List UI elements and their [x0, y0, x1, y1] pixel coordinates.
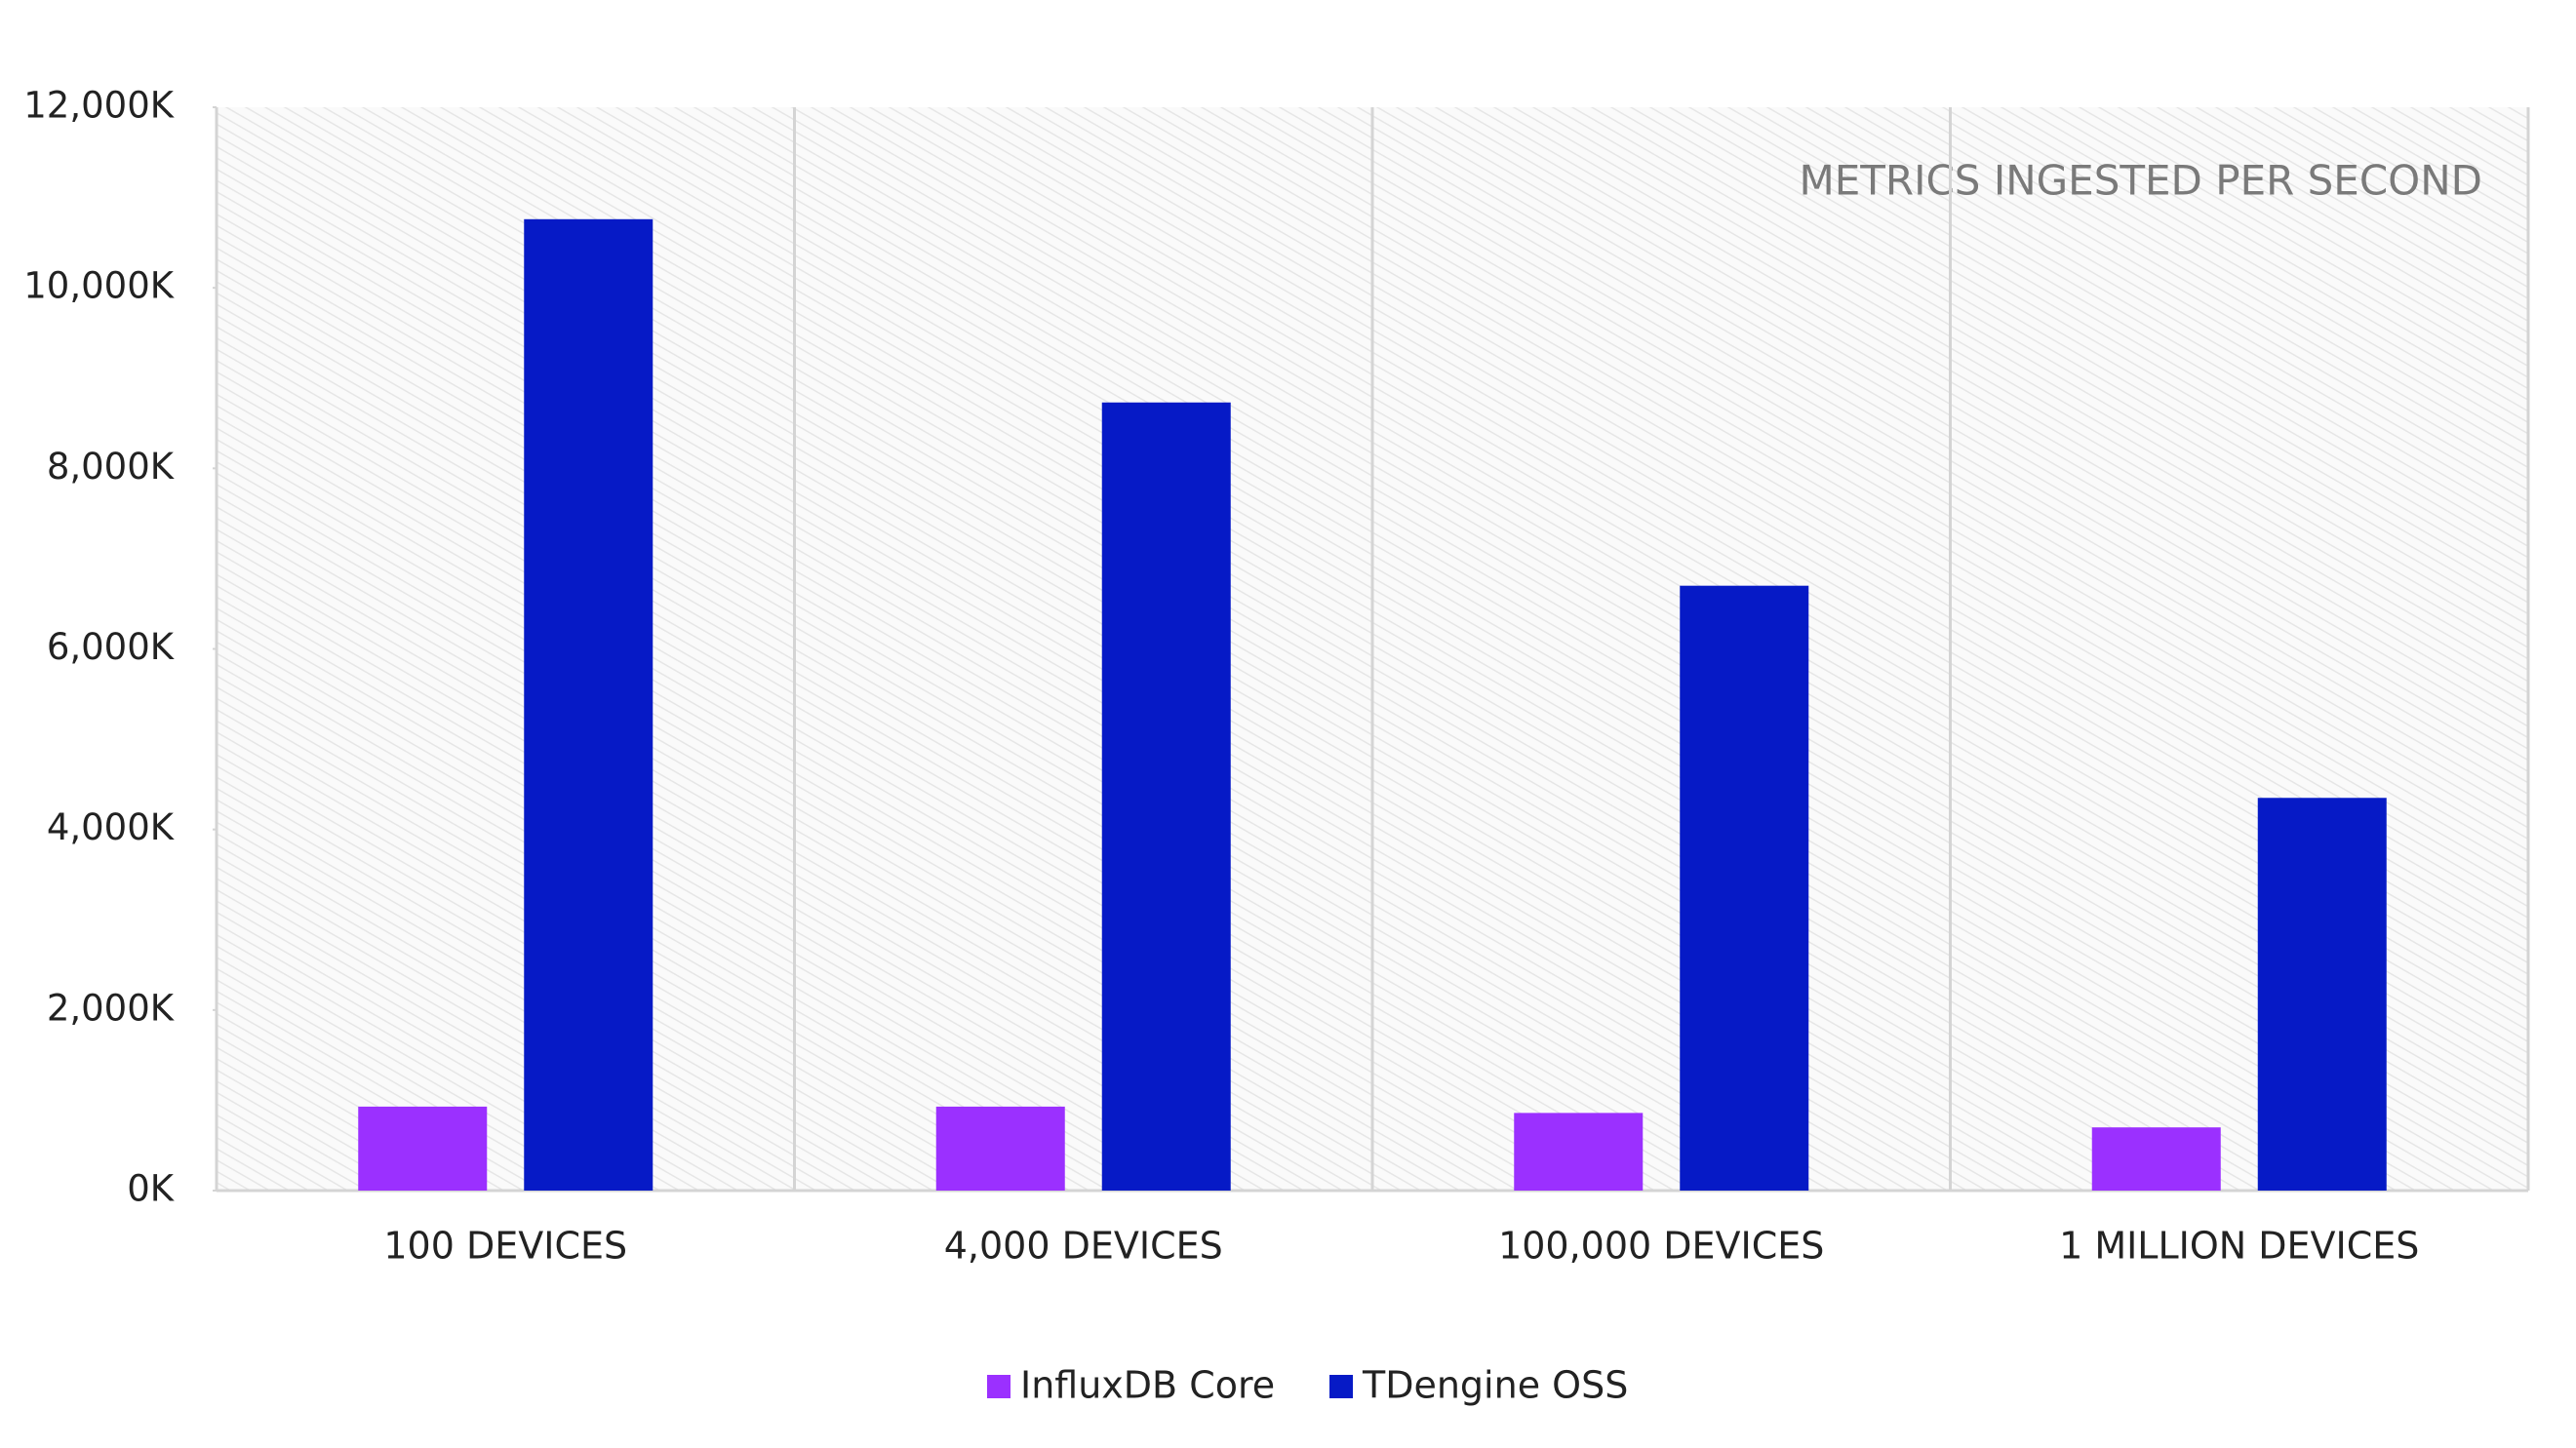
- x-tick-label: 4,000 DEVICES: [944, 1225, 1223, 1268]
- bar: [524, 218, 654, 1191]
- y-tick-label: 0K: [127, 1168, 176, 1210]
- x-tick-label: 100,000 DEVICES: [1498, 1225, 1824, 1268]
- y-tick-label: 2,000K: [47, 987, 176, 1029]
- x-tick-label: 1 MILLION DEVICES: [2059, 1225, 2419, 1268]
- legend-label: InfluxDB Core: [1020, 1364, 1275, 1407]
- chart-title: METRICS INGESTED PER SECOND: [1799, 157, 2482, 205]
- y-tick-label: 10,000K: [23, 265, 175, 307]
- x-tick-label: 100 DEVICES: [383, 1225, 627, 1268]
- legend-swatch: [987, 1375, 1011, 1398]
- bar: [935, 1106, 1065, 1191]
- legend-swatch: [1329, 1375, 1353, 1398]
- y-tick-label: 6,000K: [47, 626, 176, 668]
- bar: [358, 1106, 488, 1191]
- y-tick-label: 8,000K: [47, 446, 176, 488]
- bar: [2257, 798, 2387, 1191]
- bar: [1514, 1113, 1644, 1191]
- y-tick-label: 4,000K: [47, 806, 176, 848]
- y-tick-label: 12,000K: [23, 85, 175, 127]
- bar: [2091, 1127, 2221, 1191]
- bar: [1680, 585, 1809, 1191]
- bar: [1101, 402, 1231, 1191]
- legend-label: TDengine OSS: [1362, 1364, 1628, 1407]
